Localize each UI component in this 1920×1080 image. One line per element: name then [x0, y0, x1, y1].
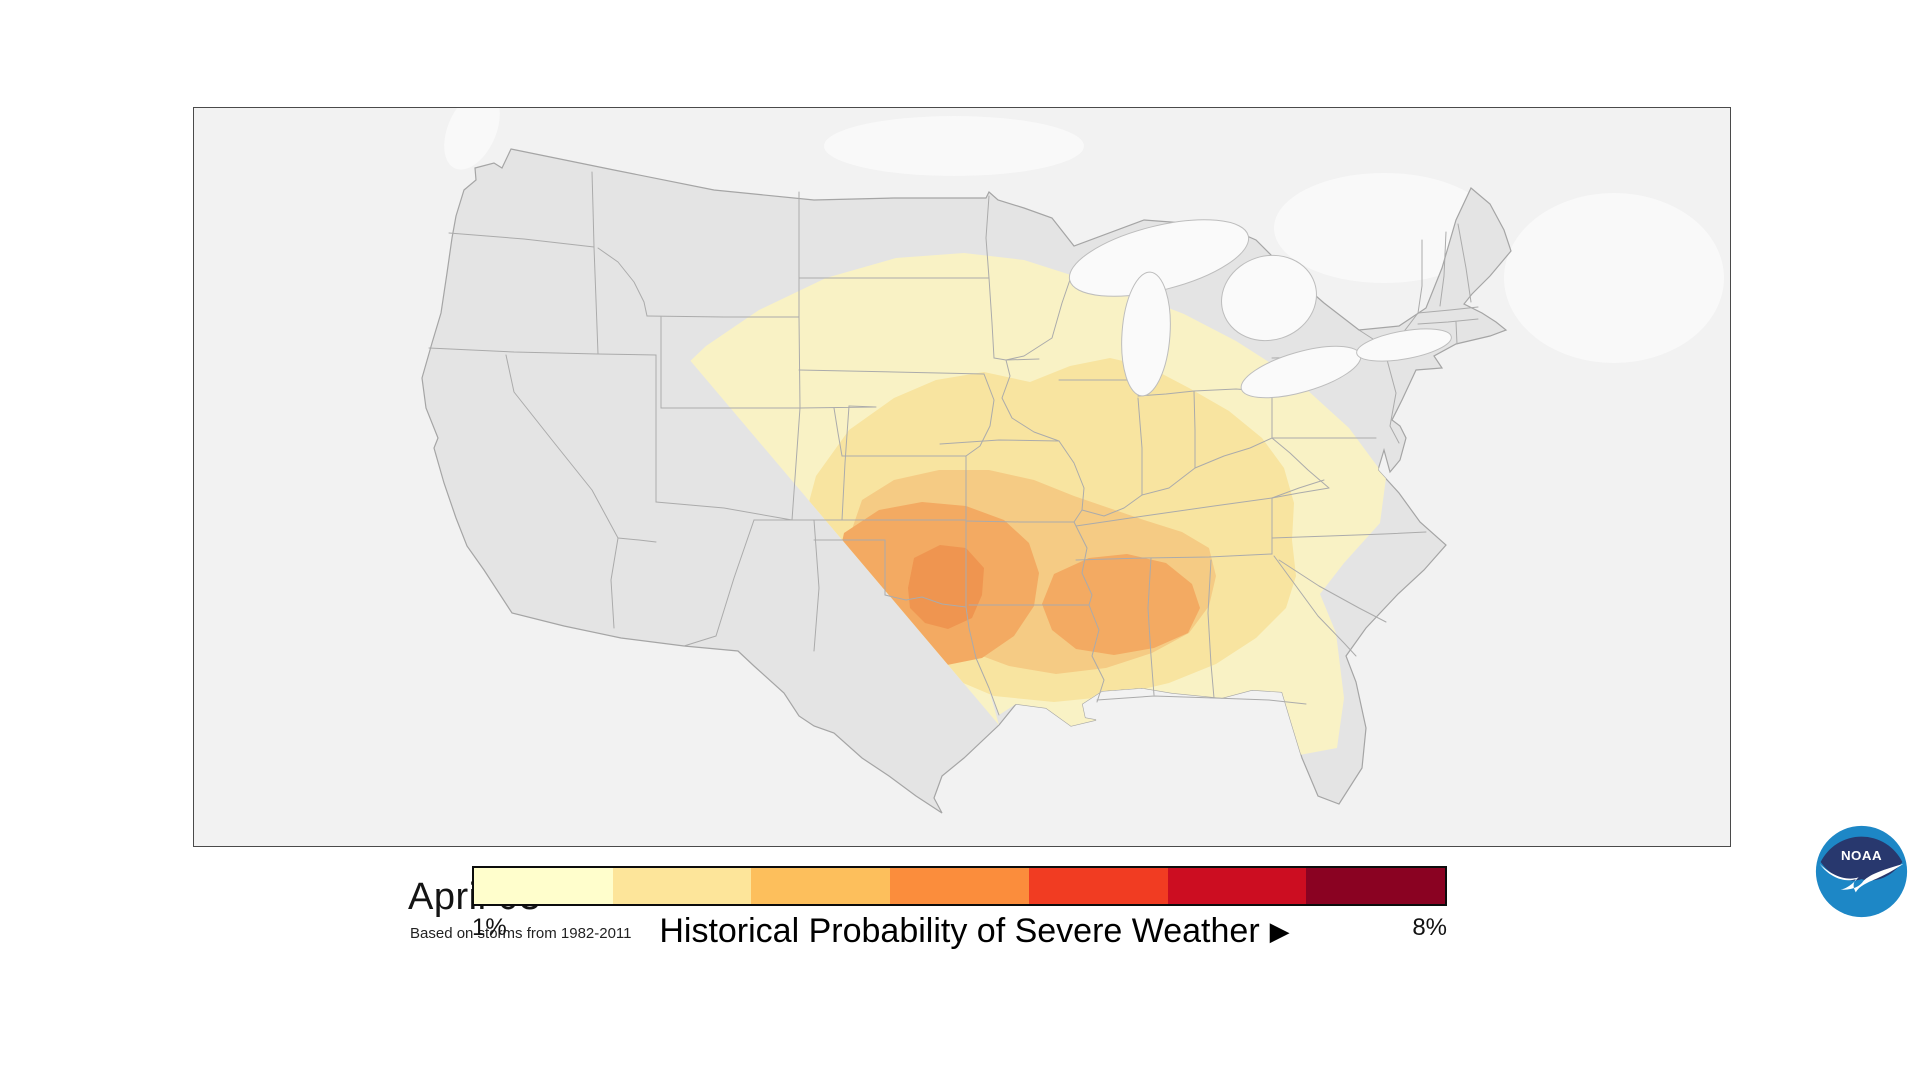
- legend-swatch: [474, 868, 613, 904]
- legend-swatch: [1167, 868, 1307, 904]
- lake-huron: [1221, 254, 1317, 342]
- legend-swatch: [890, 868, 1029, 904]
- noaa-logo-text: NOAA: [1841, 848, 1882, 863]
- legend-swatch: [612, 868, 752, 904]
- contour-level-4: [1042, 554, 1200, 655]
- legend-title: Historical Probability of Severe Weather…: [472, 912, 1447, 951]
- lake-ontario: [1356, 328, 1452, 362]
- legend-swatch: [751, 868, 891, 904]
- contour-level-5: [908, 545, 984, 629]
- cloud-patch: [1504, 193, 1724, 363]
- map-frame: April 03 Based on storms from 1982-2011 …: [193, 107, 1908, 942]
- us-probability-map: [421, 108, 1724, 814]
- noaa-logo: NOAA: [1815, 825, 1908, 918]
- seagull-icon: [1819, 863, 1904, 893]
- legend-swatch: [1306, 868, 1446, 904]
- state-borders: [428, 171, 1479, 716]
- legend-colorbar: [472, 866, 1447, 906]
- legend-min-label: 1%: [472, 914, 507, 941]
- noaa-logo-sky: [1820, 836, 1903, 881]
- cloud-patch: [824, 116, 1084, 176]
- lake-michigan: [1121, 271, 1171, 397]
- cloud-patch: [1274, 173, 1494, 283]
- play-arrow-icon: ▶: [1269, 916, 1290, 946]
- legend-title-text: Historical Probability of Severe Weather: [659, 912, 1260, 950]
- cloud-patch: [444, 108, 500, 170]
- lake-superior: [1068, 219, 1250, 297]
- legend-max-label: 8%: [1412, 914, 1447, 941]
- legend-swatch: [1028, 868, 1168, 904]
- great-lakes: [1068, 219, 1452, 399]
- subtitle-label: Based on storms from 1982-2011: [410, 925, 632, 942]
